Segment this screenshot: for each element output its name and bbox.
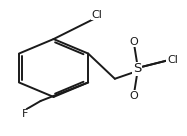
Text: Cl: Cl: [92, 10, 103, 20]
Text: S: S: [133, 62, 141, 75]
Text: O: O: [129, 91, 138, 101]
Text: Cl: Cl: [167, 55, 178, 65]
Text: O: O: [129, 37, 138, 47]
Text: F: F: [22, 109, 28, 119]
Text: F: F: [22, 109, 28, 119]
